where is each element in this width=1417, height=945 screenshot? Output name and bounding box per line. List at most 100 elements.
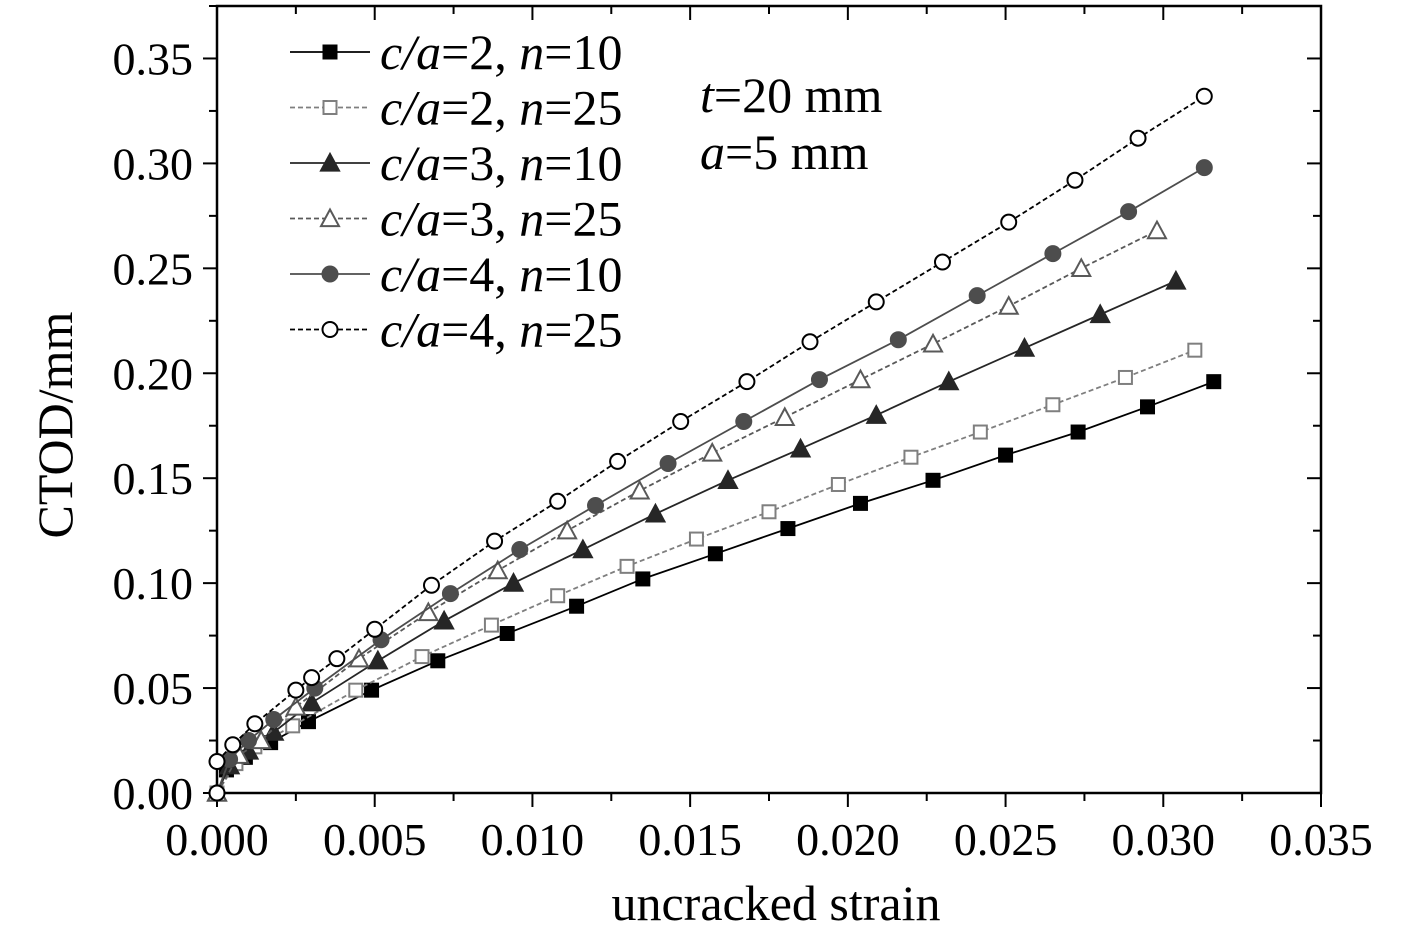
legend-label: c/a=3, n=10 [380, 135, 623, 191]
data-point [433, 609, 455, 630]
series-4 [206, 219, 1168, 802]
data-point [300, 714, 316, 730]
y-tick-label: 0.00 [113, 768, 194, 819]
series-6 [208, 87, 1213, 802]
data-point [717, 469, 739, 489]
data-point [414, 649, 430, 665]
series-layer [206, 87, 1222, 802]
data-point [810, 371, 828, 389]
y-axis-title: CTOD/mm [27, 311, 83, 538]
data-point [1117, 369, 1133, 385]
x-tick-label: 0.000 [165, 814, 269, 865]
legend-marker [319, 207, 341, 228]
data-point [933, 253, 951, 271]
series-line [216, 349, 1196, 794]
data-point [364, 682, 380, 698]
x-tick-label: 0.015 [638, 814, 742, 865]
data-point [348, 682, 364, 698]
data-point [441, 585, 459, 603]
data-point [1013, 336, 1036, 357]
data-point [925, 472, 941, 488]
data-point [774, 406, 796, 426]
data-point [556, 519, 578, 540]
x-tick-label: 0.025 [954, 814, 1058, 865]
data-point [208, 784, 226, 802]
data-point [1140, 399, 1156, 415]
series-2 [209, 342, 1203, 801]
data-point [922, 332, 944, 353]
data-point [1206, 374, 1222, 390]
data-point [998, 447, 1014, 463]
data-point [430, 653, 446, 669]
data-point [367, 649, 389, 670]
data-point [707, 546, 723, 562]
axes: 0.000 0.005 0.010 0.015 0.020 0.025 0.030 0.035… [113, 4, 1373, 865]
data-point [1129, 129, 1147, 147]
x-tick-label: 0.005 [323, 814, 427, 865]
series-line [216, 229, 1158, 794]
data-point [659, 455, 677, 473]
y-tick-label: 0.30 [113, 138, 194, 189]
legend-label: c/a=2, n=10 [380, 24, 623, 80]
data-point [761, 504, 777, 520]
legend-marker [322, 100, 338, 115]
legend-entry: c/a=2, n=10 [290, 24, 623, 80]
data-point [285, 695, 307, 716]
legend-marker [319, 151, 341, 172]
data-point [849, 368, 872, 389]
y-tick-label: 0.05 [113, 663, 194, 714]
legend-marker [321, 265, 339, 283]
legend-entry: c/a=4, n=10 [290, 246, 623, 302]
data-point [688, 531, 704, 547]
x-tick-label: 0.035 [1269, 814, 1373, 865]
data-point [1000, 213, 1018, 231]
data-point [285, 718, 301, 734]
x-axis-title: uncracked strain [611, 875, 940, 931]
data-point [619, 558, 635, 574]
data-point [867, 293, 885, 311]
legend-entry: c/a=2, n=25 [290, 80, 623, 136]
data-point [1195, 159, 1213, 177]
data-point [628, 479, 651, 500]
series-5 [208, 159, 1213, 802]
data-point [738, 373, 756, 391]
data-point [780, 521, 796, 537]
data-point [644, 502, 667, 523]
data-point [224, 736, 242, 754]
data-point [569, 598, 585, 614]
data-point [328, 650, 346, 668]
data-point [1120, 203, 1138, 221]
y-tick-label: 0.10 [113, 558, 194, 609]
x-tick-label: 0.010 [481, 814, 585, 865]
data-point [1066, 171, 1084, 189]
data-point [487, 559, 509, 580]
legend-label: c/a=4, n=25 [380, 302, 623, 358]
legend-label: c/a=3, n=25 [380, 191, 623, 247]
data-point [549, 492, 567, 510]
data-point [1089, 303, 1111, 324]
data-point [635, 571, 651, 587]
legend-marker [322, 44, 338, 60]
data-point [246, 715, 264, 733]
data-point [701, 441, 723, 462]
y-tick-label: 0.35 [113, 33, 194, 84]
data-point [1187, 342, 1203, 358]
data-point [801, 333, 819, 351]
data-point [968, 287, 986, 305]
data-point [972, 424, 988, 440]
y-tick-label: 0.20 [113, 348, 194, 399]
data-point [483, 617, 499, 633]
data-point [865, 404, 887, 424]
data-point [1045, 397, 1061, 413]
legend-label: c/a=2, n=25 [380, 80, 623, 136]
data-point [422, 576, 440, 594]
data-point [1195, 87, 1213, 105]
x-tick-label: 0.020 [796, 814, 900, 865]
data-point [572, 538, 594, 559]
data-point [1165, 269, 1187, 290]
legend-marker [321, 321, 339, 338]
data-point [511, 541, 529, 559]
legend: c/a=2, n=10c/a=2, n=25c/a=3, n=10c/a=3, … [290, 24, 623, 358]
